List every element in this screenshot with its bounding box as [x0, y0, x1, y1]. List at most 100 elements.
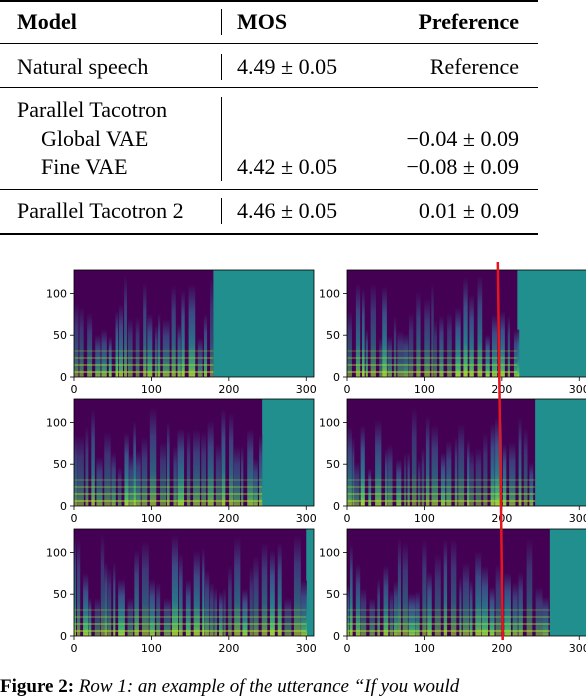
spectrogram-stripe: [450, 538, 457, 636]
spectrogram-stripe: [156, 582, 161, 636]
spectrogram-stripe: [469, 450, 474, 506]
spectrogram-stripe: [234, 537, 241, 636]
row-mos-natural: 4.49 ± 0.05: [237, 54, 338, 79]
spectrogram-stripe: [163, 598, 171, 636]
spectrogram-stripe: [223, 588, 226, 636]
spectrogram-stripe: [149, 407, 157, 506]
spectrogram-stripe: [173, 445, 177, 506]
spectrogram-stripe: [95, 334, 101, 377]
harmonic-band: [74, 616, 307, 618]
y-tick-label: 0: [60, 500, 67, 513]
y-tick-label: 0: [60, 371, 67, 384]
spectrogram-stripe: [355, 283, 361, 377]
harmonic-band: [347, 500, 536, 502]
spectrogram-stripe: [408, 312, 414, 377]
spectrogram-stripe: [154, 325, 158, 377]
spectrogram-stripe: [489, 586, 495, 636]
spectrogram-stripe: [385, 448, 388, 506]
spectrogram-stripe: [509, 441, 516, 506]
spectrogram-stripe: [77, 537, 81, 636]
y-tick-label: 0: [60, 630, 67, 643]
harmonic-band: [347, 350, 518, 352]
spectrogram-stripe: [108, 336, 112, 377]
spectrogram-stripe: [219, 591, 223, 636]
x-tick-label: 200: [218, 383, 239, 396]
spectrogram-stripe: [535, 587, 543, 636]
harmonic-band: [74, 371, 214, 373]
x-tick-label: 200: [218, 642, 239, 655]
spectrogram-stripe: [417, 459, 421, 506]
spectrogram-stripe: [434, 554, 441, 636]
spectrogram-stripe: [249, 567, 253, 636]
spectrogram-stripe: [233, 446, 241, 506]
spectrogram-stripe: [115, 311, 119, 377]
spectrogram-stripe: [350, 544, 353, 636]
spectrogram-stripe: [204, 570, 210, 636]
header-mos: MOS: [237, 9, 288, 34]
spectrogram-stripe: [193, 429, 200, 506]
spectrogram-stripe: [377, 578, 380, 636]
y-tick-label: 0: [333, 500, 340, 513]
harmonic-band: [74, 609, 307, 611]
harmonic-band: [74, 500, 263, 502]
spectrogram-stripe: [352, 437, 355, 506]
spectrogram-stripe: [477, 275, 483, 377]
spectrogram-stripe: [507, 315, 511, 377]
spectrogram-stripe: [368, 468, 372, 506]
spectrogram-stripe: [485, 334, 490, 377]
spectrogram-stripe: [118, 304, 123, 377]
spectrogram-stripe: [277, 542, 282, 636]
header-rule: [0, 43, 538, 44]
spectrogram-stripe: [91, 410, 95, 506]
spectrogram-stripe: [111, 452, 116, 506]
spectrogram-stripe: [463, 277, 468, 377]
y-tick-label: 50: [53, 458, 67, 471]
spectrogram-stripe: [459, 576, 462, 636]
spectrogram-stripe: [215, 443, 221, 506]
spectrogram-stripe: [495, 564, 502, 636]
spectrogram-stripe: [269, 550, 275, 636]
spectrogram-stripe: [500, 311, 505, 377]
spectrogram-stripe: [407, 452, 410, 506]
harmonic-band: [74, 623, 307, 625]
spectrogram-stripe: [355, 564, 361, 636]
y-tick-label: 100: [46, 416, 67, 429]
spectrogram-stripe: [186, 430, 191, 506]
row-rule: [0, 189, 538, 190]
spectrogram-stripe: [107, 568, 112, 636]
harmonic-band: [347, 357, 518, 359]
spectrogram-stripe: [188, 284, 196, 377]
spectrogram-stripe: [241, 445, 244, 506]
spectrogram-stripe: [85, 426, 89, 506]
x-tick-label: 200: [491, 642, 512, 655]
spectrogram-stripe: [462, 561, 470, 636]
caption-label: Figure 2:: [0, 676, 75, 697]
spectrogram-stripe: [242, 589, 248, 636]
spectrogram-stripe: [393, 581, 398, 636]
row-model-parallel-tacotron: Parallel Tacotron: [17, 97, 168, 122]
x-tick-label: 200: [491, 383, 512, 396]
spectrogram-stripe: [447, 312, 452, 377]
spectrogram-stripe: [259, 435, 263, 506]
y-tick-label: 50: [326, 588, 340, 601]
spectrogram-stripe: [404, 452, 407, 506]
y-tick-label: 100: [319, 287, 340, 300]
spectrogram-stripe: [127, 318, 133, 377]
spectrogram-stripe: [397, 537, 402, 636]
spectrogram-stripe: [94, 598, 101, 636]
x-tick-label: 0: [71, 642, 78, 655]
spectrogram-stripe: [117, 466, 122, 506]
row-preference-global-vae: −0.04 ± 0.09: [406, 126, 519, 151]
spectrogram-stripe: [455, 307, 461, 377]
spectrogram-stripe: [293, 535, 301, 636]
row-preference-natural: Reference: [429, 54, 519, 79]
spectrogram-stripe: [124, 276, 127, 377]
spectrogram-stripe: [135, 317, 140, 377]
spectrogram-stripe: [157, 313, 161, 377]
spectrogram-stripe: [458, 424, 465, 506]
y-tick-label: 50: [53, 329, 67, 342]
spectrogram-stripe: [210, 278, 214, 377]
spectrogram-stripe: [369, 598, 375, 636]
spectrogram-stripe: [375, 420, 382, 506]
spectrogram-stripe: [425, 416, 430, 506]
